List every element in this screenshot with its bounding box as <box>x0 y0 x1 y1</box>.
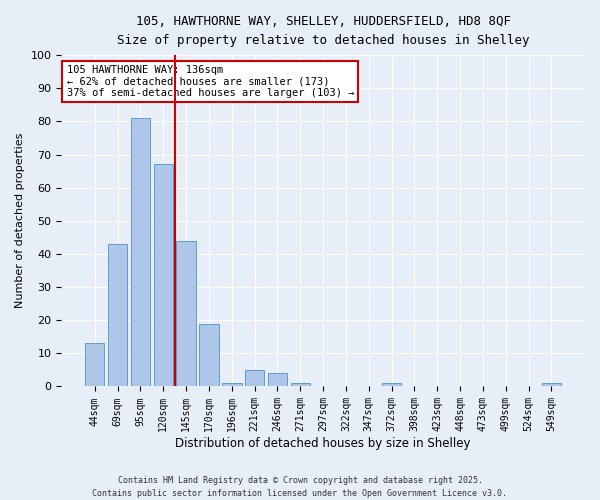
Y-axis label: Number of detached properties: Number of detached properties <box>15 133 25 308</box>
Bar <box>108 244 127 386</box>
Bar <box>542 383 561 386</box>
Bar <box>222 383 242 386</box>
Title: 105, HAWTHORNE WAY, SHELLEY, HUDDERSFIELD, HD8 8QF
Size of property relative to : 105, HAWTHORNE WAY, SHELLEY, HUDDERSFIEL… <box>117 15 529 47</box>
Bar <box>131 118 150 386</box>
Bar <box>382 383 401 386</box>
Text: 105 HAWTHORNE WAY: 136sqm
← 62% of detached houses are smaller (173)
37% of semi: 105 HAWTHORNE WAY: 136sqm ← 62% of detac… <box>67 65 354 98</box>
Bar <box>85 344 104 386</box>
Bar <box>176 240 196 386</box>
Bar <box>268 373 287 386</box>
X-axis label: Distribution of detached houses by size in Shelley: Distribution of detached houses by size … <box>175 437 471 450</box>
Text: Contains HM Land Registry data © Crown copyright and database right 2025.
Contai: Contains HM Land Registry data © Crown c… <box>92 476 508 498</box>
Bar <box>245 370 265 386</box>
Bar <box>199 324 218 386</box>
Bar <box>154 164 173 386</box>
Bar <box>290 383 310 386</box>
